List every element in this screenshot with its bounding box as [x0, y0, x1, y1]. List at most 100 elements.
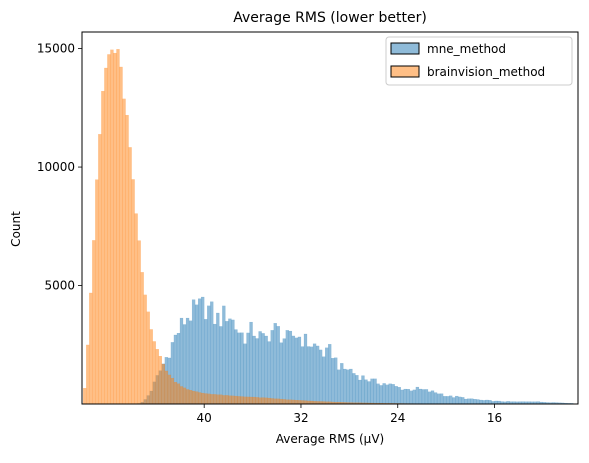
histogram-bar-brainvision-method — [107, 54, 110, 404]
histogram-bar-mne-method — [461, 397, 464, 404]
y-axis-label: Count — [9, 211, 23, 247]
histogram-bar-mne-method — [274, 323, 277, 404]
histogram-bar-mne-method — [364, 380, 367, 404]
histogram-bar-mne-method — [386, 385, 389, 404]
histogram-bar-brainvision-method — [228, 396, 231, 404]
histogram-bar-brainvision-method — [86, 345, 89, 404]
histogram-bar-mne-method — [328, 344, 331, 404]
histogram-bar-brainvision-method — [274, 399, 277, 404]
histogram-bar-brainvision-method — [174, 382, 177, 404]
histogram-bar-brainvision-method — [198, 392, 201, 404]
histogram-bar-mne-method — [340, 363, 343, 404]
histogram-bar-brainvision-method — [189, 390, 192, 404]
histogram-bar-mne-method — [210, 302, 213, 404]
legend-swatch-mne-method — [391, 43, 419, 54]
histogram-bar-mne-method — [349, 369, 352, 404]
histogram-bar-brainvision-method — [95, 180, 98, 404]
histogram-bar-mne-method — [413, 390, 416, 404]
y-tick-label: 15000 — [37, 42, 75, 56]
histogram-bar-mne-method — [295, 338, 298, 404]
histogram-bar-mne-method — [337, 370, 340, 404]
histogram-bar-mne-method — [225, 321, 228, 404]
histogram-bar-brainvision-method — [301, 400, 304, 404]
histogram-bar-mne-method — [253, 336, 256, 404]
histogram-bar-mne-method — [244, 344, 247, 404]
histogram-bar-brainvision-method — [138, 241, 141, 404]
y-tick-label: 10000 — [37, 160, 75, 174]
histogram-bar-brainvision-method — [216, 395, 219, 404]
histogram-bar-brainvision-method — [304, 401, 307, 404]
histogram-bar-mne-method — [256, 338, 259, 404]
histogram-bar-brainvision-method — [292, 400, 295, 404]
histogram-bar-mne-method — [322, 357, 325, 404]
mne-method-bars — [138, 297, 577, 404]
histogram-bar-mne-method — [346, 370, 349, 404]
histogram-bar-mne-method — [268, 342, 271, 404]
histogram-bar-mne-method — [280, 343, 283, 404]
histogram-bar-mne-method — [310, 347, 313, 404]
histogram-bar-mne-method — [395, 386, 398, 404]
histogram-bar-mne-method — [334, 358, 337, 404]
histogram-bar-mne-method — [283, 339, 286, 404]
histogram-bar-mne-method — [195, 305, 198, 404]
histogram-bar-brainvision-method — [129, 147, 132, 404]
histogram-bar-mne-method — [458, 397, 461, 404]
histogram-bar-brainvision-method — [247, 397, 250, 404]
histogram-bar-mne-method — [307, 347, 310, 404]
histogram-bar-mne-method — [222, 306, 225, 404]
histogram-bar-mne-method — [358, 380, 361, 404]
histogram-bar-brainvision-method — [231, 396, 234, 404]
histogram-bar-mne-method — [301, 347, 304, 404]
histogram-bar-brainvision-method — [168, 375, 171, 404]
histogram-bar-mne-method — [304, 334, 307, 404]
histogram-bar-mne-method — [401, 390, 404, 404]
histogram-bar-brainvision-method — [150, 329, 153, 404]
x-tick-label: 32 — [293, 411, 308, 425]
histogram-bar-brainvision-method — [113, 53, 116, 404]
histogram-bar-brainvision-method — [286, 400, 289, 404]
histogram-bar-brainvision-method — [171, 378, 174, 404]
histogram-bar-mne-method — [455, 396, 458, 404]
histogram-bar-mne-method — [265, 336, 268, 404]
histogram-bar-mne-method — [392, 384, 395, 404]
x-tick-label: 40 — [197, 411, 212, 425]
histogram-bar-mne-method — [313, 344, 316, 404]
histogram-bar-mne-method — [446, 396, 449, 404]
histogram-bar-mne-method — [259, 331, 262, 404]
histogram-bar-brainvision-method — [120, 67, 123, 404]
histogram-bar-brainvision-method — [271, 398, 274, 404]
histogram-bar-mne-method — [377, 384, 380, 404]
histogram-bar-mne-method — [464, 399, 467, 404]
histogram-bar-mne-method — [289, 331, 292, 404]
histogram-bar-mne-method — [316, 346, 319, 404]
histogram-bar-mne-method — [434, 393, 437, 404]
histogram-bar-brainvision-method — [277, 399, 280, 404]
histogram-bar-brainvision-method — [162, 364, 165, 404]
histogram-bar-mne-method — [271, 330, 274, 404]
histogram-bar-mne-method — [231, 320, 234, 404]
histogram-bar-mne-method — [343, 369, 346, 404]
legend-swatch-brainvision-method — [391, 66, 419, 77]
histogram-bar-mne-method — [371, 379, 374, 404]
histogram-bar-brainvision-method — [92, 240, 95, 404]
histogram-bar-brainvision-method — [126, 115, 129, 404]
histogram-bar-mne-method — [380, 385, 383, 404]
histogram-bar-brainvision-method — [98, 134, 101, 404]
histogram-bar-brainvision-method — [159, 356, 162, 404]
histogram-bar-mne-method — [470, 399, 473, 404]
histogram-bar-mne-method — [488, 400, 491, 404]
histogram-bar-mne-method — [331, 358, 334, 404]
histogram-bar-brainvision-method — [234, 396, 237, 404]
histogram-bar-mne-method — [198, 299, 201, 404]
histogram-bar-brainvision-method — [101, 91, 104, 404]
histogram-bar-brainvision-method — [283, 399, 286, 404]
x-tick-label: 16 — [487, 411, 502, 425]
histogram-bar-mne-method — [262, 333, 265, 404]
histogram-bar-mne-method — [467, 399, 470, 404]
histogram-bar-brainvision-method — [240, 397, 243, 404]
histogram-bar-mne-method — [425, 389, 428, 404]
legend-label-brainvision-method: brainvision_method — [427, 65, 545, 79]
x-tick-label: 24 — [390, 411, 405, 425]
histogram-bar-brainvision-method — [262, 398, 265, 404]
